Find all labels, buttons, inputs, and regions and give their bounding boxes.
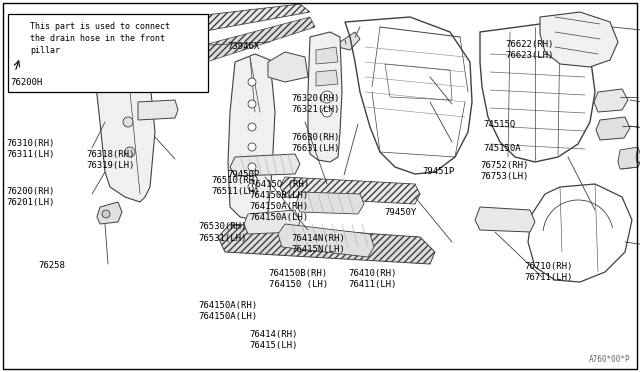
Text: 76530(RH)
76531(LH): 76530(RH) 76531(LH) <box>198 222 247 243</box>
Text: 76200(RH)
76201(LH): 76200(RH) 76201(LH) <box>6 187 55 207</box>
Text: 76320(RH)
76321(LH): 76320(RH) 76321(LH) <box>291 94 340 114</box>
FancyBboxPatch shape <box>8 14 208 92</box>
Text: 76415O (RH)
764150B(LH): 76415O (RH) 764150B(LH) <box>250 180 308 200</box>
Polygon shape <box>618 147 638 169</box>
Text: 76752(RH)
76753(LH): 76752(RH) 76753(LH) <box>480 161 529 181</box>
Text: 76318(RH)
76319(LH): 76318(RH) 76319(LH) <box>86 150 135 170</box>
Polygon shape <box>268 52 308 82</box>
Circle shape <box>248 163 256 171</box>
Circle shape <box>248 183 256 191</box>
Text: 76200H: 76200H <box>10 78 42 87</box>
Text: 79450Y: 79450Y <box>384 208 416 217</box>
Text: A760*00*P: A760*00*P <box>588 355 630 364</box>
Polygon shape <box>338 32 360 50</box>
Text: 764150A(RH)
764150A(LH): 764150A(RH) 764150A(LH) <box>250 202 308 222</box>
Polygon shape <box>155 17 315 77</box>
Polygon shape <box>230 154 300 176</box>
Circle shape <box>123 117 133 127</box>
Polygon shape <box>540 12 618 67</box>
Text: 76414(RH)
76415(LH): 76414(RH) 76415(LH) <box>250 330 298 350</box>
Text: 76410(RH)
76411(LH): 76410(RH) 76411(LH) <box>349 269 397 289</box>
Text: 764150B(RH)
764150 (LH): 764150B(RH) 764150 (LH) <box>269 269 328 289</box>
Text: 73946X: 73946X <box>227 42 259 51</box>
Polygon shape <box>140 4 310 42</box>
Circle shape <box>248 143 256 151</box>
Polygon shape <box>140 17 165 35</box>
Polygon shape <box>228 54 275 220</box>
Polygon shape <box>296 192 364 214</box>
Text: This part is used to connect
the drain hose in the front
pillar: This part is used to connect the drain h… <box>30 22 170 55</box>
Circle shape <box>322 107 332 117</box>
Text: 76510(RH)
76511(LH): 76510(RH) 76511(LH) <box>211 176 260 196</box>
Circle shape <box>248 123 256 131</box>
Polygon shape <box>316 70 338 86</box>
Circle shape <box>248 100 256 108</box>
Text: 79450P: 79450P <box>227 170 259 179</box>
Polygon shape <box>308 32 342 162</box>
Text: 79451P: 79451P <box>422 167 454 176</box>
Polygon shape <box>278 224 374 257</box>
Text: 74515Q: 74515Q <box>483 120 515 129</box>
Polygon shape <box>97 202 122 224</box>
Text: 76630(RH)
76631(LH): 76630(RH) 76631(LH) <box>291 133 340 153</box>
Text: 76414N(RH)
76415N(LH): 76414N(RH) 76415N(LH) <box>291 234 345 254</box>
Text: 76310(RH)
76311(LH): 76310(RH) 76311(LH) <box>6 139 55 159</box>
Text: 745150A: 745150A <box>483 144 521 153</box>
Polygon shape <box>594 89 628 112</box>
Polygon shape <box>618 148 640 169</box>
Text: 76710(RH)
76711(LH): 76710(RH) 76711(LH) <box>525 262 573 282</box>
Polygon shape <box>218 224 435 264</box>
Text: 76258: 76258 <box>38 262 65 270</box>
Polygon shape <box>138 100 178 120</box>
Text: 764150A(RH)
764150A(LH): 764150A(RH) 764150A(LH) <box>198 301 257 321</box>
Polygon shape <box>280 177 420 204</box>
Polygon shape <box>95 32 155 202</box>
Text: 76622(RH)
76623(LH): 76622(RH) 76623(LH) <box>506 40 554 60</box>
Circle shape <box>321 91 333 103</box>
Circle shape <box>125 147 135 157</box>
Circle shape <box>102 210 110 218</box>
Polygon shape <box>316 47 338 64</box>
Polygon shape <box>244 210 300 234</box>
Polygon shape <box>596 117 630 140</box>
Polygon shape <box>475 207 535 232</box>
Circle shape <box>248 78 256 86</box>
